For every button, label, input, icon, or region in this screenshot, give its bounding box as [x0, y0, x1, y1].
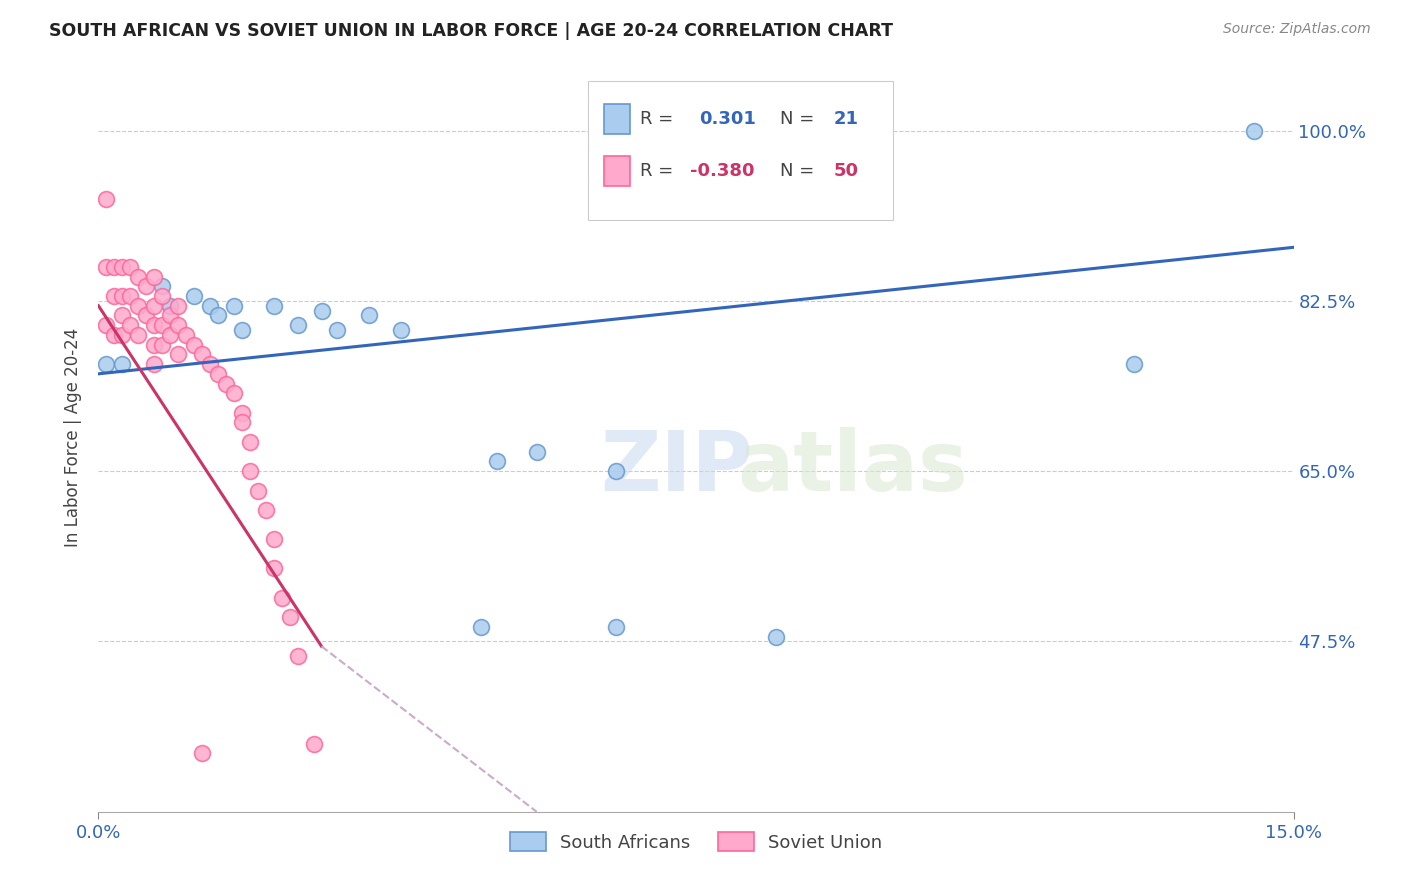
Point [470, 620, 492, 634]
Point [605, 620, 627, 634]
Point [191, 347, 214, 361]
Point [605, 464, 627, 478]
Point [1123, 357, 1146, 371]
Text: -0.380: -0.380 [690, 162, 755, 180]
Point [159, 309, 181, 323]
Point [111, 289, 134, 303]
Point [207, 367, 229, 381]
Point [167, 299, 190, 313]
Point [127, 269, 149, 284]
Point [287, 648, 309, 663]
Point [127, 299, 149, 313]
Point [103, 260, 125, 274]
Point [174, 327, 197, 342]
Point [198, 357, 221, 371]
Point [326, 323, 349, 337]
Y-axis label: In Labor Force | Age 20-24: In Labor Force | Age 20-24 [65, 327, 83, 547]
Point [231, 406, 253, 420]
Point [159, 299, 181, 313]
Text: 0.301: 0.301 [700, 110, 756, 128]
FancyBboxPatch shape [589, 81, 893, 219]
Point [150, 318, 173, 333]
Point [246, 483, 269, 498]
Point [96, 318, 118, 333]
Point [231, 323, 253, 337]
Point [96, 260, 118, 274]
Point [120, 289, 142, 303]
Point [254, 503, 277, 517]
Point [103, 289, 125, 303]
Point [1243, 123, 1265, 137]
Text: 21: 21 [834, 110, 859, 128]
Point [222, 386, 245, 401]
Text: atlas: atlas [738, 426, 969, 508]
Point [278, 610, 301, 624]
Text: R =: R = [640, 162, 673, 180]
Point [183, 337, 205, 351]
Point [159, 327, 181, 342]
Point [302, 737, 325, 751]
Point [231, 416, 253, 430]
Point [270, 591, 292, 605]
Bar [605, 103, 630, 134]
Point [167, 318, 190, 333]
Point [143, 269, 166, 284]
Point [111, 327, 134, 342]
Text: N =: N = [779, 162, 814, 180]
Point [191, 747, 214, 761]
Point [135, 309, 157, 323]
Text: Source: ZipAtlas.com: Source: ZipAtlas.com [1223, 22, 1371, 37]
Point [311, 303, 333, 318]
Point [287, 318, 309, 333]
Point [150, 289, 173, 303]
Legend: South Africans, Soviet Union: South Africans, Soviet Union [502, 825, 890, 859]
Point [143, 337, 166, 351]
Point [183, 289, 205, 303]
Point [239, 464, 262, 478]
Point [143, 357, 166, 371]
Point [207, 309, 229, 323]
Point [111, 357, 134, 371]
Text: SOUTH AFRICAN VS SOVIET UNION IN LABOR FORCE | AGE 20-24 CORRELATION CHART: SOUTH AFRICAN VS SOVIET UNION IN LABOR F… [49, 22, 893, 40]
Point [263, 299, 285, 313]
Point [150, 337, 173, 351]
Point [111, 260, 134, 274]
Point [103, 327, 125, 342]
Point [389, 323, 412, 337]
Bar [605, 156, 630, 186]
Point [135, 279, 157, 293]
Point [127, 327, 149, 342]
Point [143, 299, 166, 313]
Point [765, 630, 787, 644]
Text: 50: 50 [834, 162, 859, 180]
Point [167, 347, 190, 361]
Point [120, 260, 142, 274]
Point [526, 444, 548, 458]
Point [198, 299, 221, 313]
Point [222, 299, 245, 313]
Point [120, 318, 142, 333]
Text: N =: N = [779, 110, 814, 128]
Point [96, 192, 118, 206]
Text: R =: R = [640, 110, 673, 128]
Point [263, 561, 285, 575]
Point [150, 279, 173, 293]
Point [485, 454, 508, 468]
Point [359, 309, 381, 323]
Point [239, 434, 262, 449]
Point [96, 357, 118, 371]
Point [215, 376, 238, 391]
Point [143, 318, 166, 333]
Point [111, 309, 134, 323]
Point [263, 533, 285, 547]
Text: ZIP: ZIP [600, 426, 752, 508]
